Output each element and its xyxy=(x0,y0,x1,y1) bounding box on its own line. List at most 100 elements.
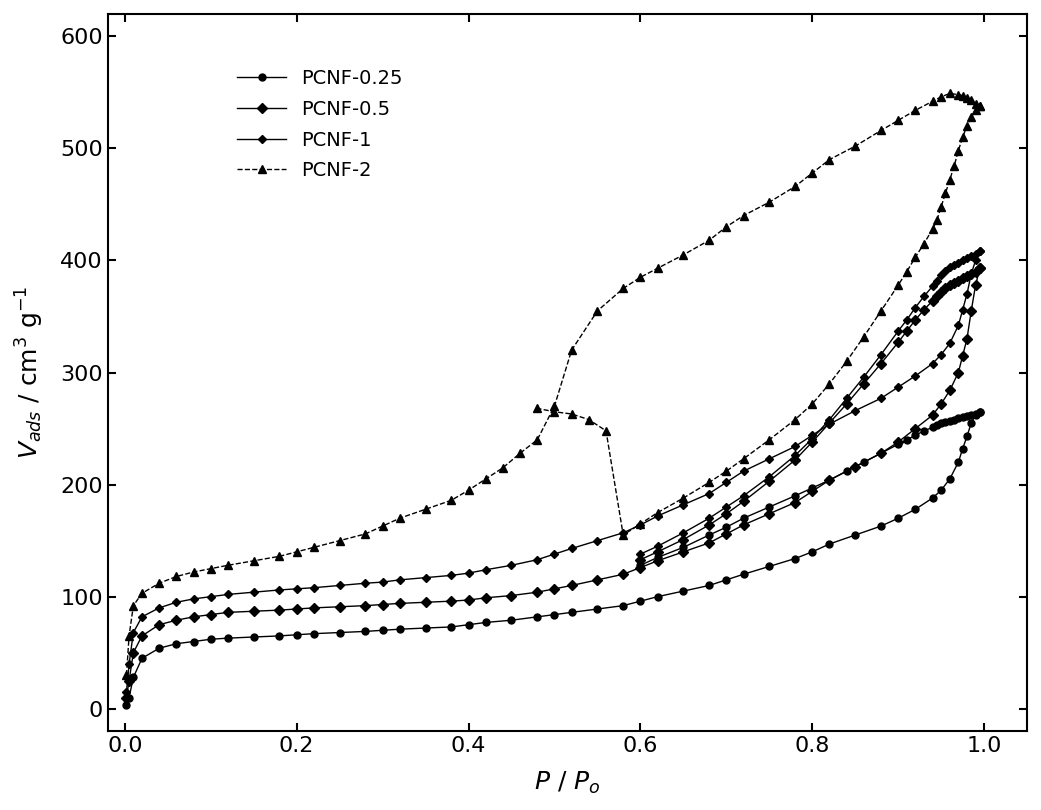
PCNF-1 xyxy=(874,394,887,403)
PCNF-0.25 xyxy=(926,493,939,503)
PCNF-1 xyxy=(965,269,977,279)
PCNF-0.25 xyxy=(135,654,148,663)
PCNF-0.25 xyxy=(446,622,458,632)
PCNF-0.5 xyxy=(248,607,260,616)
PCNF-1 xyxy=(127,628,139,637)
PCNF-0.5 xyxy=(591,575,604,585)
PCNF-0.5 xyxy=(222,608,234,617)
PCNF-0.25 xyxy=(377,625,389,635)
PCNF-0.5 xyxy=(121,693,133,702)
PCNF-1 xyxy=(565,544,578,553)
PCNF-0.5 xyxy=(187,612,200,622)
PCNF-2 xyxy=(737,211,750,220)
PCNF-0.25 xyxy=(248,632,260,642)
PCNF-0.5 xyxy=(909,424,921,433)
PCNF-0.25 xyxy=(617,601,630,611)
PCNF-0.25 xyxy=(591,604,604,614)
PCNF-0.5 xyxy=(961,334,973,343)
PCNF-0.5 xyxy=(273,605,285,615)
PCNF-1 xyxy=(789,441,802,451)
PCNF-0.5 xyxy=(170,616,182,625)
PCNF-0.25 xyxy=(909,505,921,514)
PCNF-1 xyxy=(273,585,285,595)
PCNF-1 xyxy=(462,569,475,578)
Line: PCNF-0.25: PCNF-0.25 xyxy=(123,408,984,709)
PCNF-0.25 xyxy=(121,701,133,710)
PCNF-0.5 xyxy=(737,520,750,530)
PCNF-0.5 xyxy=(565,581,578,590)
PCNF-0.5 xyxy=(127,648,139,658)
PCNF-0.5 xyxy=(617,569,630,579)
PCNF-0.25 xyxy=(957,444,969,454)
PCNF-0.5 xyxy=(505,590,517,600)
PCNF-1 xyxy=(961,289,973,299)
PCNF-1 xyxy=(446,570,458,580)
PCNF-0.25 xyxy=(505,616,517,625)
PCNF-1 xyxy=(763,454,776,463)
PCNF-0.25 xyxy=(652,592,664,602)
PCNF-2 xyxy=(121,670,133,680)
PCNF-0.5 xyxy=(720,529,733,539)
PCNF-0.5 xyxy=(652,556,664,565)
PCNF-2 xyxy=(393,514,406,523)
PCNF-0.25 xyxy=(462,620,475,629)
PCNF-0.25 xyxy=(187,637,200,646)
PCNF-1 xyxy=(823,420,836,429)
PCNF-0.5 xyxy=(307,603,320,612)
PCNF-0.25 xyxy=(677,586,689,596)
PCNF-1 xyxy=(123,659,135,669)
PCNF-0.25 xyxy=(127,672,139,682)
PCNF-0.25 xyxy=(307,629,320,638)
PCNF-1 xyxy=(307,583,320,593)
PCNF-1 xyxy=(634,520,646,530)
PCNF-2 xyxy=(290,547,303,556)
PCNF-0.25 xyxy=(333,628,346,637)
PCNF-0.25 xyxy=(531,612,543,622)
PCNF-0.5 xyxy=(935,399,947,409)
PCNF-1 xyxy=(187,594,200,603)
PCNF-0.5 xyxy=(849,462,862,471)
PCNF-2 xyxy=(806,168,818,178)
PCNF-1 xyxy=(377,578,389,587)
PCNF-2 xyxy=(969,99,982,109)
PCNF-0.25 xyxy=(849,531,862,540)
PCNF-0.25 xyxy=(153,643,166,653)
PCNF-0.25 xyxy=(170,639,182,649)
PCNF-1 xyxy=(935,350,947,360)
PCNF-0.5 xyxy=(763,509,776,518)
PCNF-0.5 xyxy=(926,410,939,420)
PCNF-1 xyxy=(222,590,234,599)
PCNF-1 xyxy=(153,603,166,612)
PCNF-0.5 xyxy=(123,676,135,685)
PCNF-0.25 xyxy=(204,634,217,644)
PCNF-1 xyxy=(480,565,492,574)
PCNF-0.5 xyxy=(969,280,982,290)
PCNF-0.5 xyxy=(953,368,965,377)
PCNF-2 xyxy=(973,101,986,111)
PCNF-0.25 xyxy=(935,485,947,495)
PCNF-0.25 xyxy=(823,539,836,549)
PCNF-1 xyxy=(359,578,372,588)
PCNF-0.5 xyxy=(290,604,303,614)
PCNF-1 xyxy=(248,587,260,597)
PCNF-1 xyxy=(943,339,956,348)
PCNF-1 xyxy=(121,687,133,697)
PCNF-0.25 xyxy=(763,561,776,571)
PCNF-0.5 xyxy=(823,475,836,485)
PCNF-0.5 xyxy=(973,263,986,273)
PCNF-0.5 xyxy=(806,487,818,497)
PCNF-1 xyxy=(737,467,750,476)
PCNF-1 xyxy=(333,581,346,590)
PCNF-0.25 xyxy=(953,458,965,467)
PCNF-0.5 xyxy=(677,547,689,556)
PCNF-1 xyxy=(969,256,982,266)
PCNF-0.5 xyxy=(359,601,372,611)
PCNF-0.5 xyxy=(393,599,406,608)
PCNF-0.5 xyxy=(333,602,346,612)
Line: PCNF-2: PCNF-2 xyxy=(123,89,984,680)
X-axis label: $P$ / $P_o$: $P$ / $P_o$ xyxy=(534,770,601,796)
Line: PCNF-1: PCNF-1 xyxy=(124,249,983,695)
Line: PCNF-0.5: PCNF-0.5 xyxy=(123,265,984,701)
PCNF-0.25 xyxy=(789,554,802,564)
PCNF-0.25 xyxy=(634,596,646,606)
